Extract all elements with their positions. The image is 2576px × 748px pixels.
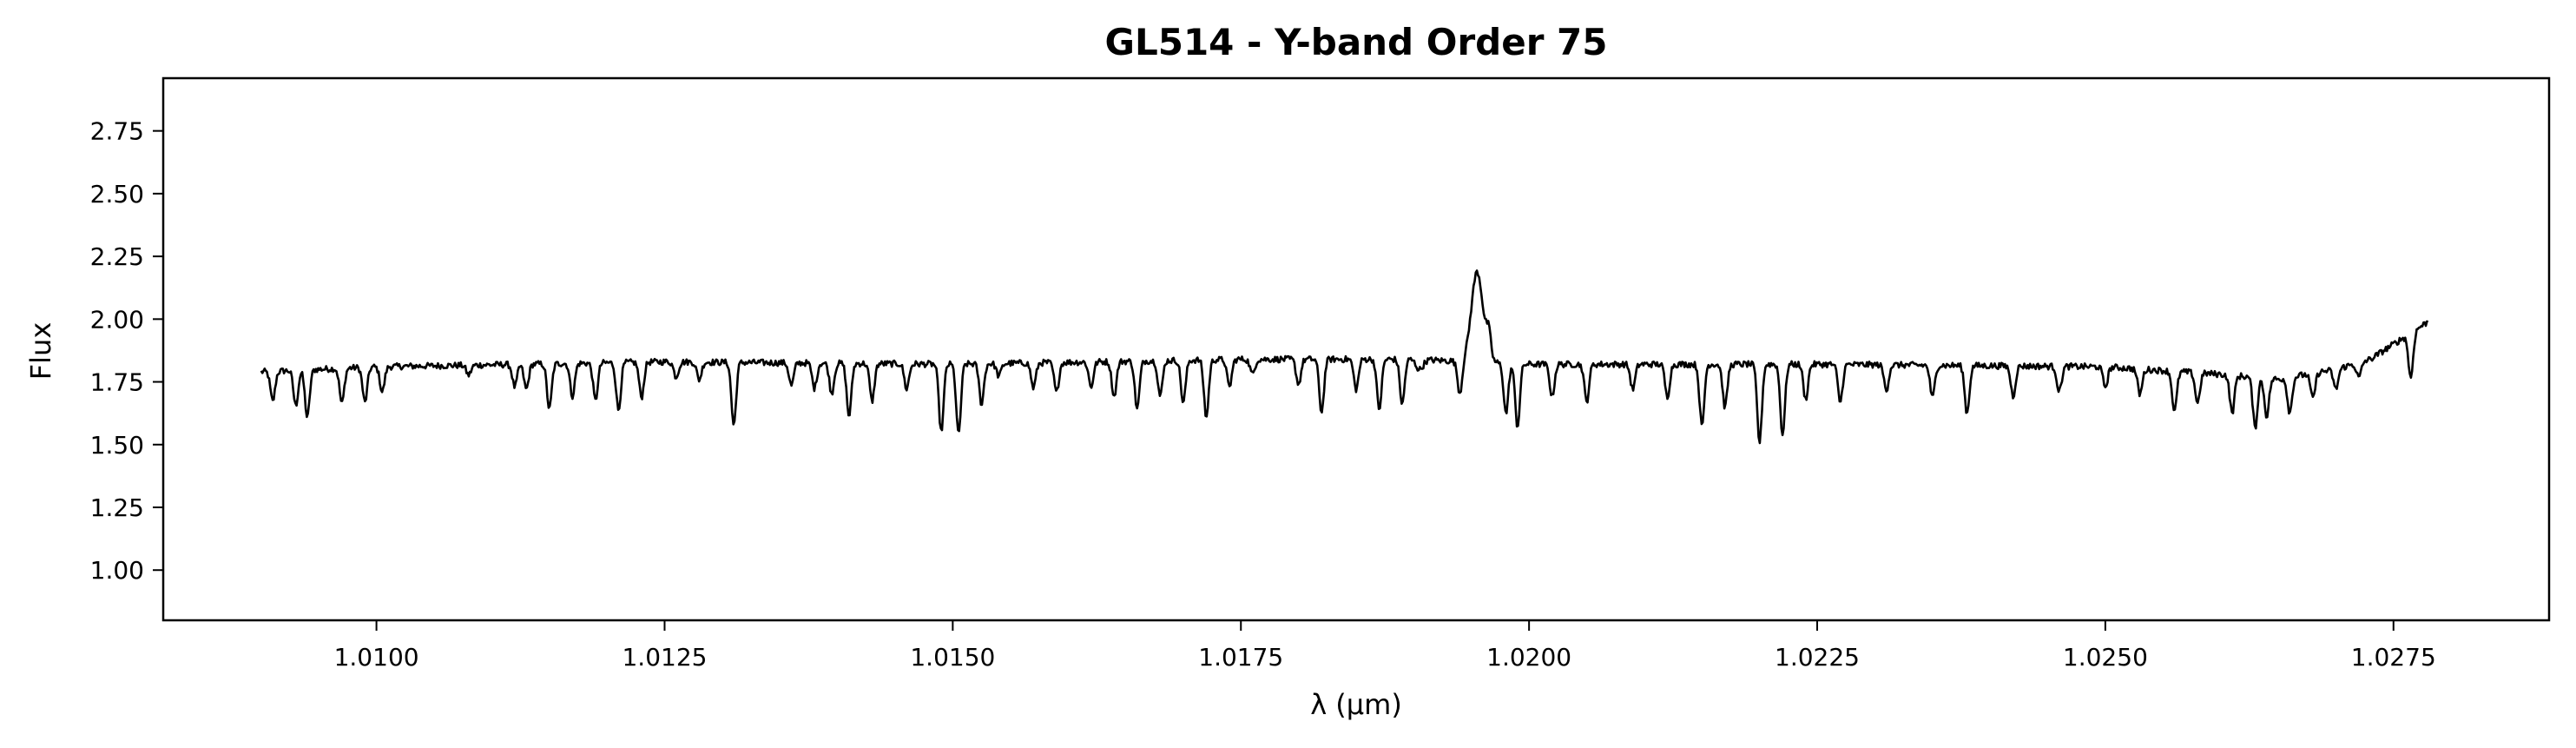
y-tick-label: 1.00 [90,556,144,585]
y-tick-label: 1.75 [90,368,144,397]
y-tick-label: 2.50 [90,180,144,209]
x-axis-label: λ (μm) [1310,688,1402,721]
y-tick-label: 2.25 [90,242,144,271]
y-axis-ticks: 1.00 1.25 1.50 1.75 2.00 2.25 2.50 2.75 [90,117,163,585]
plot-frame [161,76,2551,622]
chart-title: GL514 - Y-band Order 75 [1105,21,1608,63]
svg-text:Flux: Flux [24,322,57,381]
y-tick-label: 1.50 [90,431,144,460]
x-axis-ticks: 1.0100 1.0125 1.0150 1.0175 1.0200 1.0225 1.02… [334,620,2436,672]
x-tick-label: 1.0150 [910,643,995,672]
x-tick-label: 1.0275 [2351,643,2436,672]
x-tick-label: 1.0100 [334,643,419,672]
x-tick-label: 1.0175 [1198,643,1283,672]
x-tick-label: 1.0200 [1486,643,1571,672]
y-axis-label: Flux [24,322,57,381]
x-tick-label: 1.0250 [2063,643,2148,672]
y-tick-label: 2.75 [90,117,144,146]
x-tick-label: 1.0225 [1775,643,1860,672]
spectrum-series-line [260,269,2429,445]
x-tick-label: 1.0125 [622,643,707,672]
y-tick-label: 1.25 [90,493,144,522]
y-tick-label: 2.00 [90,305,144,334]
